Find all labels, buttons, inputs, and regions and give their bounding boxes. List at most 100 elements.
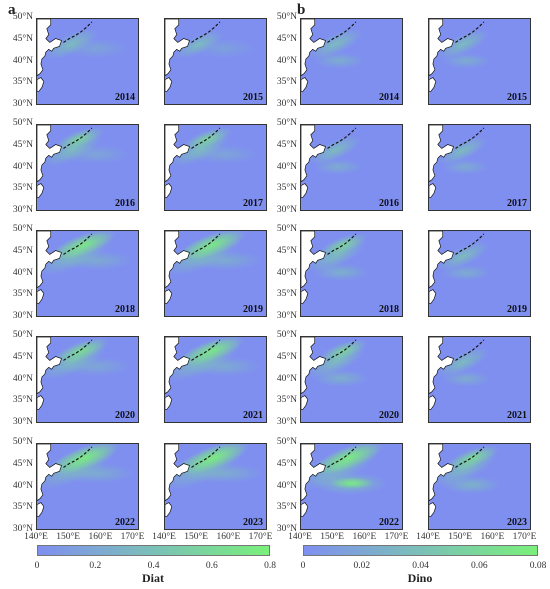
diat-field-2019 bbox=[165, 231, 262, 304]
lat-tick: 50°N bbox=[12, 437, 33, 447]
lat-tick: 45°N bbox=[276, 245, 297, 256]
lat-tick: 45°N bbox=[276, 458, 297, 469]
lat-tick: 40°N bbox=[276, 55, 297, 66]
lat-tick: 40°N bbox=[12, 267, 33, 278]
lon-tick: 170°E bbox=[120, 532, 145, 542]
kuril-islands-dino-2016 bbox=[327, 127, 357, 149]
lat-tick: 35°N bbox=[276, 502, 297, 513]
kuril-islands-dino-2014 bbox=[327, 21, 357, 43]
dino-map-2019: 2019 bbox=[428, 230, 531, 317]
lat-tick: 35°N bbox=[12, 502, 33, 513]
kuril-islands-diat-2017 bbox=[191, 127, 221, 149]
year-label: 2014 bbox=[115, 92, 135, 103]
lat-tick: 35°N bbox=[12, 395, 33, 406]
lat-tick: 45°N bbox=[276, 33, 297, 44]
lat-tick: 50°N bbox=[12, 118, 33, 128]
dino-map-2018: 2018 bbox=[300, 230, 403, 317]
lat-tick: 35°N bbox=[12, 183, 33, 194]
lat-tick: 35°N bbox=[276, 395, 297, 406]
dino-field-2016 bbox=[301, 125, 363, 198]
dino-field-2020 bbox=[301, 337, 369, 410]
lat-tick: 50°N bbox=[276, 437, 297, 447]
lat-tick: 30°N bbox=[276, 524, 297, 534]
coastline-dino-2022 bbox=[301, 444, 326, 517]
lat-tick: 50°N bbox=[12, 224, 33, 234]
lon-tick: 150°E bbox=[320, 532, 345, 542]
coastline-dino-2021 bbox=[429, 337, 454, 410]
coastline-dino-2023 bbox=[429, 444, 454, 517]
diat-field-2020 bbox=[37, 337, 132, 410]
lon-tick: 160°E bbox=[88, 532, 113, 542]
year-label: 2022 bbox=[379, 517, 399, 528]
diat-colorbar-tick: 0 bbox=[34, 561, 40, 571]
lon-tick: 170°E bbox=[248, 532, 273, 542]
year-label: 2018 bbox=[115, 304, 135, 315]
year-label: 2021 bbox=[243, 410, 263, 421]
coastline-dino-2020 bbox=[301, 337, 326, 410]
year-label: 2017 bbox=[507, 198, 527, 209]
lat-tick: 50°N bbox=[276, 12, 297, 22]
lat-tick: 50°N bbox=[12, 330, 33, 340]
dino-map-2022: 2022 bbox=[300, 443, 403, 530]
kuril-islands-diat-2014 bbox=[63, 21, 93, 43]
lat-tick: 50°N bbox=[12, 12, 33, 22]
lat-tick: 45°N bbox=[12, 351, 33, 362]
year-label: 2017 bbox=[243, 198, 263, 209]
coastline-diat-2021 bbox=[165, 337, 190, 410]
diat-field-2021 bbox=[165, 337, 262, 410]
diat-field-2015 bbox=[165, 19, 256, 92]
lat-tick: 30°N bbox=[12, 524, 33, 534]
lat-tick: 40°N bbox=[276, 480, 297, 491]
coastline-diat-2019 bbox=[165, 231, 190, 304]
dino-colorbar-tick: 0.06 bbox=[470, 561, 488, 571]
coastline-diat-2020 bbox=[37, 337, 62, 410]
diat-field-2022 bbox=[37, 444, 135, 517]
lat-tick: 30°N bbox=[12, 417, 33, 427]
diat-colorbar-tick: 0.4 bbox=[147, 561, 160, 571]
kuril-islands-dino-2022 bbox=[327, 446, 357, 468]
kuril-islands-diat-2021 bbox=[191, 339, 221, 361]
kuril-islands-dino-2018 bbox=[327, 233, 357, 255]
lat-tick: 40°N bbox=[12, 161, 33, 172]
lat-tick: 30°N bbox=[276, 99, 297, 109]
lat-tick: 30°N bbox=[276, 205, 297, 215]
coastline-diat-2015 bbox=[165, 19, 190, 92]
lon-tick: 160°E bbox=[216, 532, 241, 542]
lat-tick: 40°N bbox=[12, 55, 33, 66]
diat-map-2022: 2022 bbox=[36, 443, 139, 530]
lon-tick: 160°E bbox=[352, 532, 377, 542]
year-label: 2015 bbox=[243, 92, 263, 103]
dino-field-2019 bbox=[429, 231, 491, 304]
lon-tick: 150°E bbox=[184, 532, 209, 542]
diat-colorbar-tick: 0.8 bbox=[264, 561, 276, 571]
diat-field-2018 bbox=[37, 231, 134, 304]
kuril-islands-dino-2019 bbox=[455, 233, 485, 255]
diat-colorbar-tick: 0.2 bbox=[89, 561, 102, 571]
diat-map-2020: 2020 bbox=[36, 336, 139, 423]
coastline-diat-2014 bbox=[37, 19, 62, 92]
lat-tick: 45°N bbox=[276, 139, 297, 150]
year-label: 2020 bbox=[115, 410, 135, 421]
year-label: 2021 bbox=[507, 410, 527, 421]
diat-map-2021: 2021 bbox=[164, 336, 267, 423]
coastline-diat-2018 bbox=[37, 231, 62, 304]
lat-tick: 45°N bbox=[12, 139, 33, 150]
year-label: 2019 bbox=[243, 304, 263, 315]
diat-map-2018: 2018 bbox=[36, 230, 139, 317]
year-label: 2023 bbox=[243, 517, 263, 528]
lat-tick: 35°N bbox=[12, 289, 33, 300]
lat-tick: 40°N bbox=[12, 373, 33, 384]
dino-map-2020: 2020 bbox=[300, 336, 403, 423]
lon-tick: 160°E bbox=[480, 532, 505, 542]
lat-tick: 45°N bbox=[12, 33, 33, 44]
lat-tick: 30°N bbox=[12, 99, 33, 109]
diat-map-2019: 2019 bbox=[164, 230, 267, 317]
dino-colorbar-label: Dino bbox=[407, 571, 433, 585]
kuril-islands-dino-2017 bbox=[455, 127, 485, 149]
lat-tick: 50°N bbox=[276, 224, 297, 234]
panel-b-label: b bbox=[297, 2, 306, 18]
lat-tick: 50°N bbox=[276, 118, 297, 128]
dino-colorbar-tick: 0.04 bbox=[412, 561, 429, 571]
dino-map-2015: 2015 bbox=[428, 18, 531, 105]
lon-tick: 140°E bbox=[152, 532, 176, 542]
